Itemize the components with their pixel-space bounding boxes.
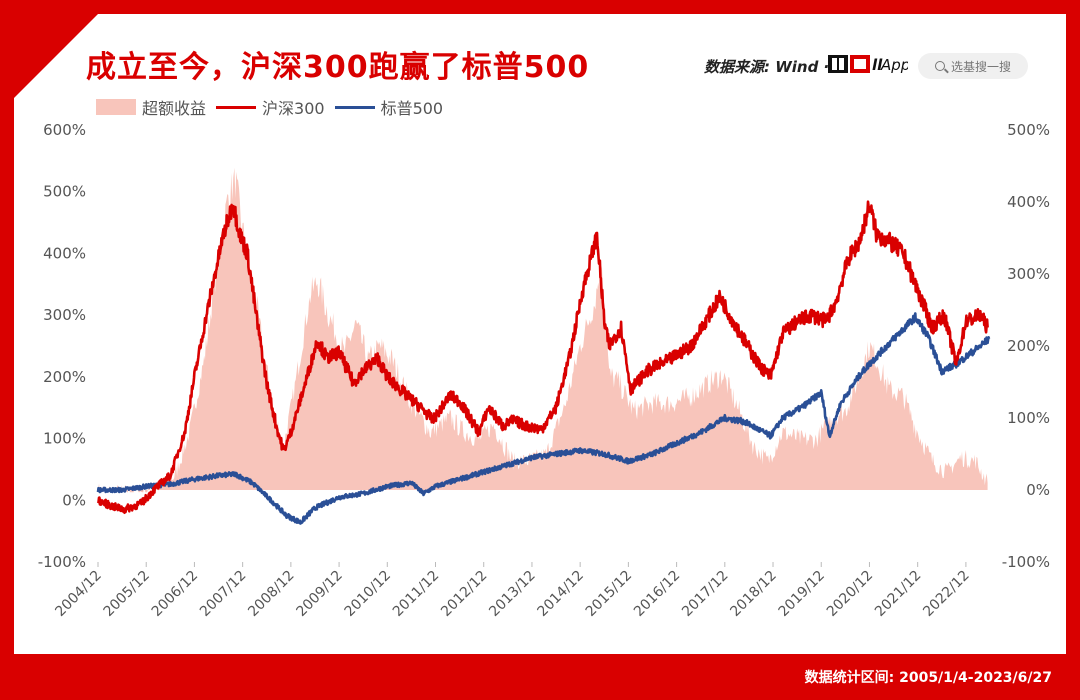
data-source-label: 数据来源: Wind · bbox=[704, 58, 830, 76]
x-tick-label: 2021/12 bbox=[872, 568, 924, 620]
legend-swatch-excess bbox=[96, 99, 136, 115]
legend: 超额收益 沪深300 标普500 bbox=[96, 96, 443, 118]
svg-text:ll: ll bbox=[872, 56, 883, 74]
right-tick-label: 100% bbox=[1007, 409, 1050, 427]
left-tick-label: 0% bbox=[62, 491, 86, 509]
excess-return-area bbox=[98, 167, 988, 493]
legend-swatch-sp500 bbox=[334, 105, 375, 109]
corner-decoration bbox=[14, 14, 98, 98]
sp500-line bbox=[96, 312, 991, 525]
x-tick-label: 2005/12 bbox=[101, 568, 153, 620]
left-tick-label: -100% bbox=[38, 553, 86, 571]
csi300-line bbox=[96, 200, 989, 514]
watermark: 非圈儿 bbox=[407, 295, 689, 396]
chart-title: 成立至今，沪深300跑赢了标普500 bbox=[86, 50, 590, 85]
legend-label-csi300: 沪深300 bbox=[262, 99, 325, 118]
x-tick-label: 2017/12 bbox=[679, 568, 731, 620]
x-tick-label: 2008/12 bbox=[245, 568, 297, 620]
x-tick-label: 2004/12 bbox=[52, 568, 104, 620]
right-tick-label: 200% bbox=[1007, 337, 1050, 355]
left-tick-label: 100% bbox=[43, 430, 86, 448]
x-tick-label: 2013/12 bbox=[486, 568, 538, 620]
left-tick-label: 400% bbox=[43, 244, 86, 262]
brand-logo: ll App bbox=[828, 55, 908, 74]
x-tick-label: 2007/12 bbox=[197, 568, 249, 620]
x-tick-label: 2011/12 bbox=[390, 568, 442, 620]
excess-area-layer bbox=[98, 167, 988, 493]
svg-text:App: App bbox=[880, 56, 908, 74]
x-tick-label: 2006/12 bbox=[149, 568, 201, 620]
search-button[interactable]: 选基搜一搜 bbox=[918, 53, 1028, 79]
x-tick-label: 2018/12 bbox=[727, 568, 779, 620]
chart-card bbox=[14, 14, 1066, 654]
right-axis: 500% 400% 300% 200% 100% 0% -100% bbox=[1002, 121, 1050, 571]
csi300-line-layer bbox=[96, 200, 989, 514]
footer-date-range: 数据统计区间: 2005/1/4-2023/6/27 bbox=[804, 670, 1052, 686]
right-tick-label: 300% bbox=[1007, 265, 1050, 283]
left-tick-label: 500% bbox=[43, 183, 86, 201]
legend-label-excess: 超额收益 bbox=[142, 99, 207, 118]
sp500-line-layer bbox=[96, 312, 991, 525]
x-tick-label: 2015/12 bbox=[583, 568, 635, 620]
right-tick-label: 400% bbox=[1007, 193, 1050, 211]
left-tick-label: 200% bbox=[43, 368, 86, 386]
x-tick-label: 2022/12 bbox=[920, 568, 972, 620]
x-tick-label: 2019/12 bbox=[776, 568, 828, 620]
data-source: 数据来源: Wind · bbox=[704, 56, 829, 77]
x-tick-label: 2010/12 bbox=[342, 568, 394, 620]
right-tick-label: -100% bbox=[1002, 553, 1050, 571]
x-tick-label: 2020/12 bbox=[824, 568, 876, 620]
legend-swatch-csi300 bbox=[216, 105, 257, 109]
right-tick-label: 500% bbox=[1007, 121, 1050, 139]
legend-label-sp500: 标普500 bbox=[380, 99, 444, 118]
x-tick-label: 2012/12 bbox=[438, 568, 490, 620]
x-tick-label: 2014/12 bbox=[535, 568, 587, 620]
left-tick-label: 600% bbox=[43, 121, 86, 139]
left-axis: 600% 500% 400% 300% 200% 100% 0% -100% bbox=[38, 121, 86, 571]
right-tick-label: 0% bbox=[1026, 481, 1050, 499]
x-tick-label: 2009/12 bbox=[293, 568, 345, 620]
x-axis: 2004/122005/122006/122007/122008/122009/… bbox=[52, 562, 973, 620]
x-tick-label: 2016/12 bbox=[631, 568, 683, 620]
search-icon bbox=[934, 61, 945, 71]
left-tick-label: 300% bbox=[43, 306, 86, 324]
search-label: 选基搜一搜 bbox=[950, 59, 1011, 74]
